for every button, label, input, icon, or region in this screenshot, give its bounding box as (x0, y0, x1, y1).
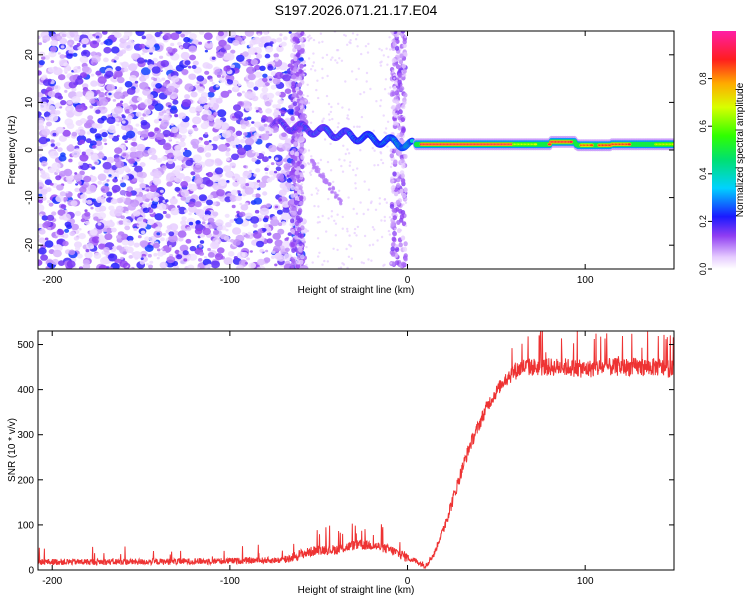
snr-panel: -200 -100 0 100 0 100 200 300 400 500 Height of … (7, 330, 675, 596)
spectrogram-x-tick-label: 0 (405, 275, 411, 286)
spectrogram-marks (38, 31, 674, 269)
colorbar-ticks: 0.0 0.2 0.4 0.6 0.8 (698, 72, 712, 275)
snr-y-tick-label: 400 (17, 385, 34, 396)
spectrogram-y-tick-label: -10 (24, 190, 35, 205)
colorbar-tick-label: 0.6 (698, 120, 708, 133)
colorbar-tick-label: 0.0 (698, 263, 708, 276)
colorbar: 0.0 0.2 0.4 0.6 0.8 Normalized spectral ampl… (698, 31, 746, 275)
spectrogram-y-tick-label: 20 (24, 49, 35, 61)
snr-frame (37, 330, 675, 571)
spectrogram-y-tick-label: 10 (24, 96, 35, 108)
colorbar-tick-label: 0.4 (698, 168, 708, 181)
colorbar-tick-label: 0.8 (698, 72, 708, 85)
spectrogram-x-tick-label: -200 (42, 275, 62, 286)
spectrogram-x-ticks: -200 -100 0 100 (42, 31, 594, 286)
snr-plot-area (38, 331, 674, 570)
spectrogram-y-tick-label: 0 (24, 147, 35, 153)
colorbar-gradient (712, 31, 736, 269)
spectrogram-x-label: Height of straight line (km) (298, 285, 415, 296)
spectrogram-y-tick-label: -20 (24, 238, 35, 253)
snr-y-tick-label: 300 (17, 430, 34, 441)
figure-title: S197.2026.071.21.17.E04 (275, 2, 438, 18)
snr-x-label: Height of straight line (km) (298, 585, 415, 596)
snr-x-tick-label: 0 (405, 576, 411, 587)
snr-y-label: SNR (10 * v/v) (7, 418, 18, 482)
snr-y-tick-label: 500 (17, 340, 34, 351)
snr-y-tick-label: 200 (17, 475, 34, 486)
snr-x-tick-label: -200 (42, 576, 62, 587)
snr-x-tick-label: -100 (220, 576, 240, 587)
colorbar-label: Normalized spectral amplitude (735, 82, 746, 217)
snr-series-line (38, 331, 674, 570)
spectrogram-y-label: Frequency (Hz) (7, 116, 18, 185)
spectrogram-y-ticks: -20 -10 0 10 20 (24, 49, 674, 253)
snr-y-tick-label: 0 (28, 566, 34, 577)
spectrogram-x-tick-label: 100 (577, 275, 594, 286)
snr-y-ticks: 0 100 200 300 400 500 (17, 340, 674, 577)
colorbar-tick-label: 0.2 (698, 215, 708, 228)
spectrogram-x-tick-label: -100 (220, 275, 240, 286)
snr-y-tick-label: 100 (17, 520, 34, 531)
snr-x-tick-label: 100 (577, 576, 594, 587)
snr-x-ticks: -200 -100 0 100 (42, 331, 594, 587)
